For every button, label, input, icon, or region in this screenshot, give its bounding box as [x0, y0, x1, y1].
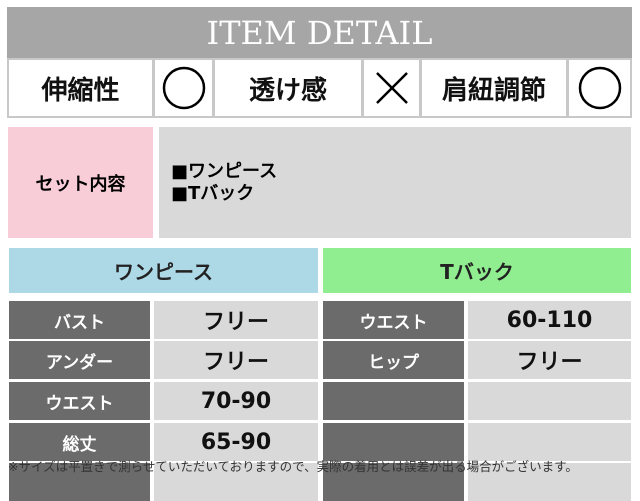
- size-key: [323, 382, 464, 420]
- size-value: [468, 423, 631, 461]
- property-label-sheerness: 透け感: [213, 58, 363, 118]
- section-header-onepiece: ワンピース: [9, 248, 318, 293]
- size-key: ウエスト: [323, 301, 464, 339]
- size-value: [468, 382, 631, 420]
- size-key: [323, 423, 464, 461]
- size-key: ウエスト: [9, 382, 150, 420]
- set-contents-list: ■ワンピース ■Tバック: [159, 127, 631, 238]
- circle-icon: [153, 58, 214, 118]
- size-value: 65-90: [154, 423, 318, 461]
- size-key: ヒップ: [323, 341, 464, 379]
- size-key: 総丈: [9, 423, 150, 461]
- size-note: ※サイズは平置きで測らせていただいておりますので、実際の着用とは誤差が出る場合が…: [8, 458, 578, 474]
- cross-icon: [362, 58, 421, 118]
- size-value: フリー: [154, 301, 318, 339]
- property-label-stretch: 伸縮性: [7, 58, 154, 118]
- set-item: ■ワンピース: [171, 160, 278, 182]
- section-header-tback: Tバック: [323, 248, 631, 293]
- size-value: 60-110: [468, 301, 631, 339]
- set-item: ■Tバック: [171, 182, 255, 204]
- size-key: アンダー: [9, 341, 150, 379]
- circle-icon: [567, 58, 632, 118]
- property-label-strap-adjust: 肩紐調節: [420, 58, 568, 118]
- size-value: 70-90: [154, 382, 318, 420]
- page-title: ITEM DETAIL: [7, 7, 632, 58]
- size-key: バスト: [9, 301, 150, 339]
- size-value: フリー: [154, 341, 318, 379]
- set-contents-label: セット内容: [8, 127, 153, 238]
- size-value: フリー: [468, 341, 631, 379]
